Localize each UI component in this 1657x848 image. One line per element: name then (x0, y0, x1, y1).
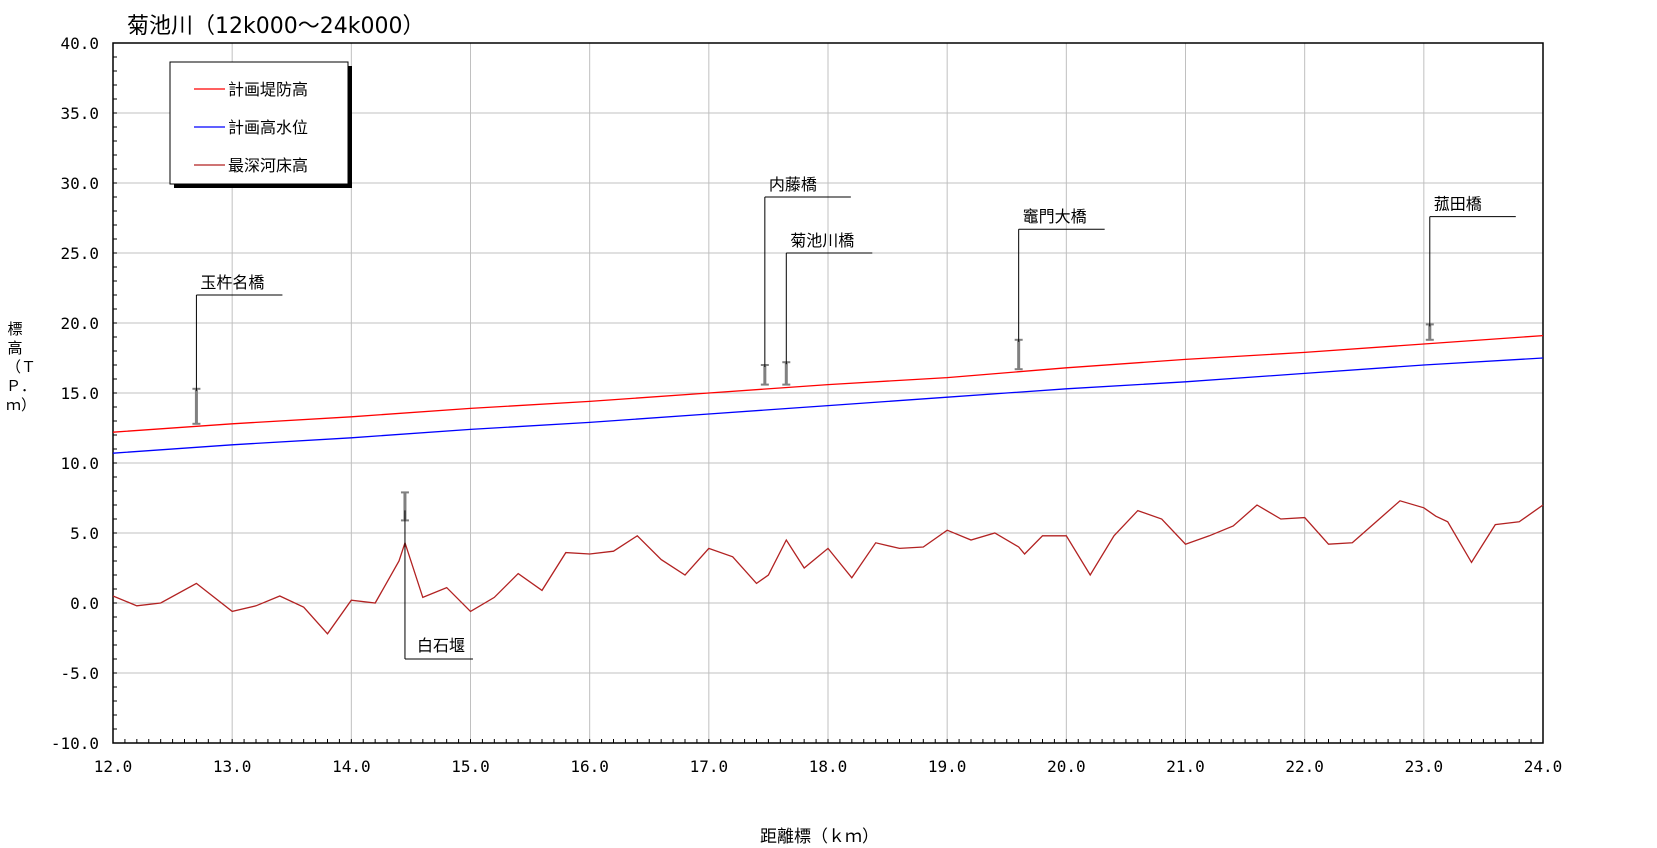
annotation-label: 玉杵名橋 (200, 273, 264, 292)
annotation-label: 白石堰 (417, 636, 465, 655)
x-tick-label: 13.0 (213, 757, 252, 776)
x-tick-label: 18.0 (809, 757, 848, 776)
x-tick-label: 21.0 (1166, 757, 1205, 776)
legend-label-2: 計画高水位 (228, 118, 308, 137)
x-tick-label: 15.0 (451, 757, 490, 776)
y-tick-label: -10.0 (51, 734, 99, 753)
x-tick-label: 23.0 (1405, 757, 1444, 776)
x-tick-label: 22.0 (1285, 757, 1324, 776)
legend-label-3: 最深河床高 (228, 156, 308, 175)
x-tick-label: 14.0 (332, 757, 371, 776)
annotation-label: 竈門大橋 (1023, 207, 1087, 226)
y-tick-label: 10.0 (60, 454, 99, 473)
legend-label-1: 計画堤防高 (228, 80, 308, 99)
x-tick-label: 16.0 (570, 757, 609, 776)
y-tick-label: -5.0 (60, 664, 99, 683)
x-tick-label: 19.0 (928, 757, 967, 776)
annotation-label: 菰田橋 (1434, 195, 1482, 214)
x-tick-label: 20.0 (1047, 757, 1086, 776)
y-tick-label: 35.0 (60, 104, 99, 123)
annotation-label: 内藤橋 (769, 175, 817, 194)
x-tick-label: 24.0 (1524, 757, 1563, 776)
y-tick-label: 5.0 (70, 524, 99, 543)
y-tick-label: 20.0 (60, 314, 99, 333)
y-tick-label: 40.0 (60, 34, 99, 53)
y-tick-label: 25.0 (60, 244, 99, 263)
y-tick-label: 30.0 (60, 174, 99, 193)
x-tick-label: 17.0 (690, 757, 729, 776)
y-tick-label: 0.0 (70, 594, 99, 613)
x-tick-label: 12.0 (94, 757, 133, 776)
annotation-label: 菊池川橋 (790, 231, 854, 250)
y-tick-label: 15.0 (60, 384, 99, 403)
